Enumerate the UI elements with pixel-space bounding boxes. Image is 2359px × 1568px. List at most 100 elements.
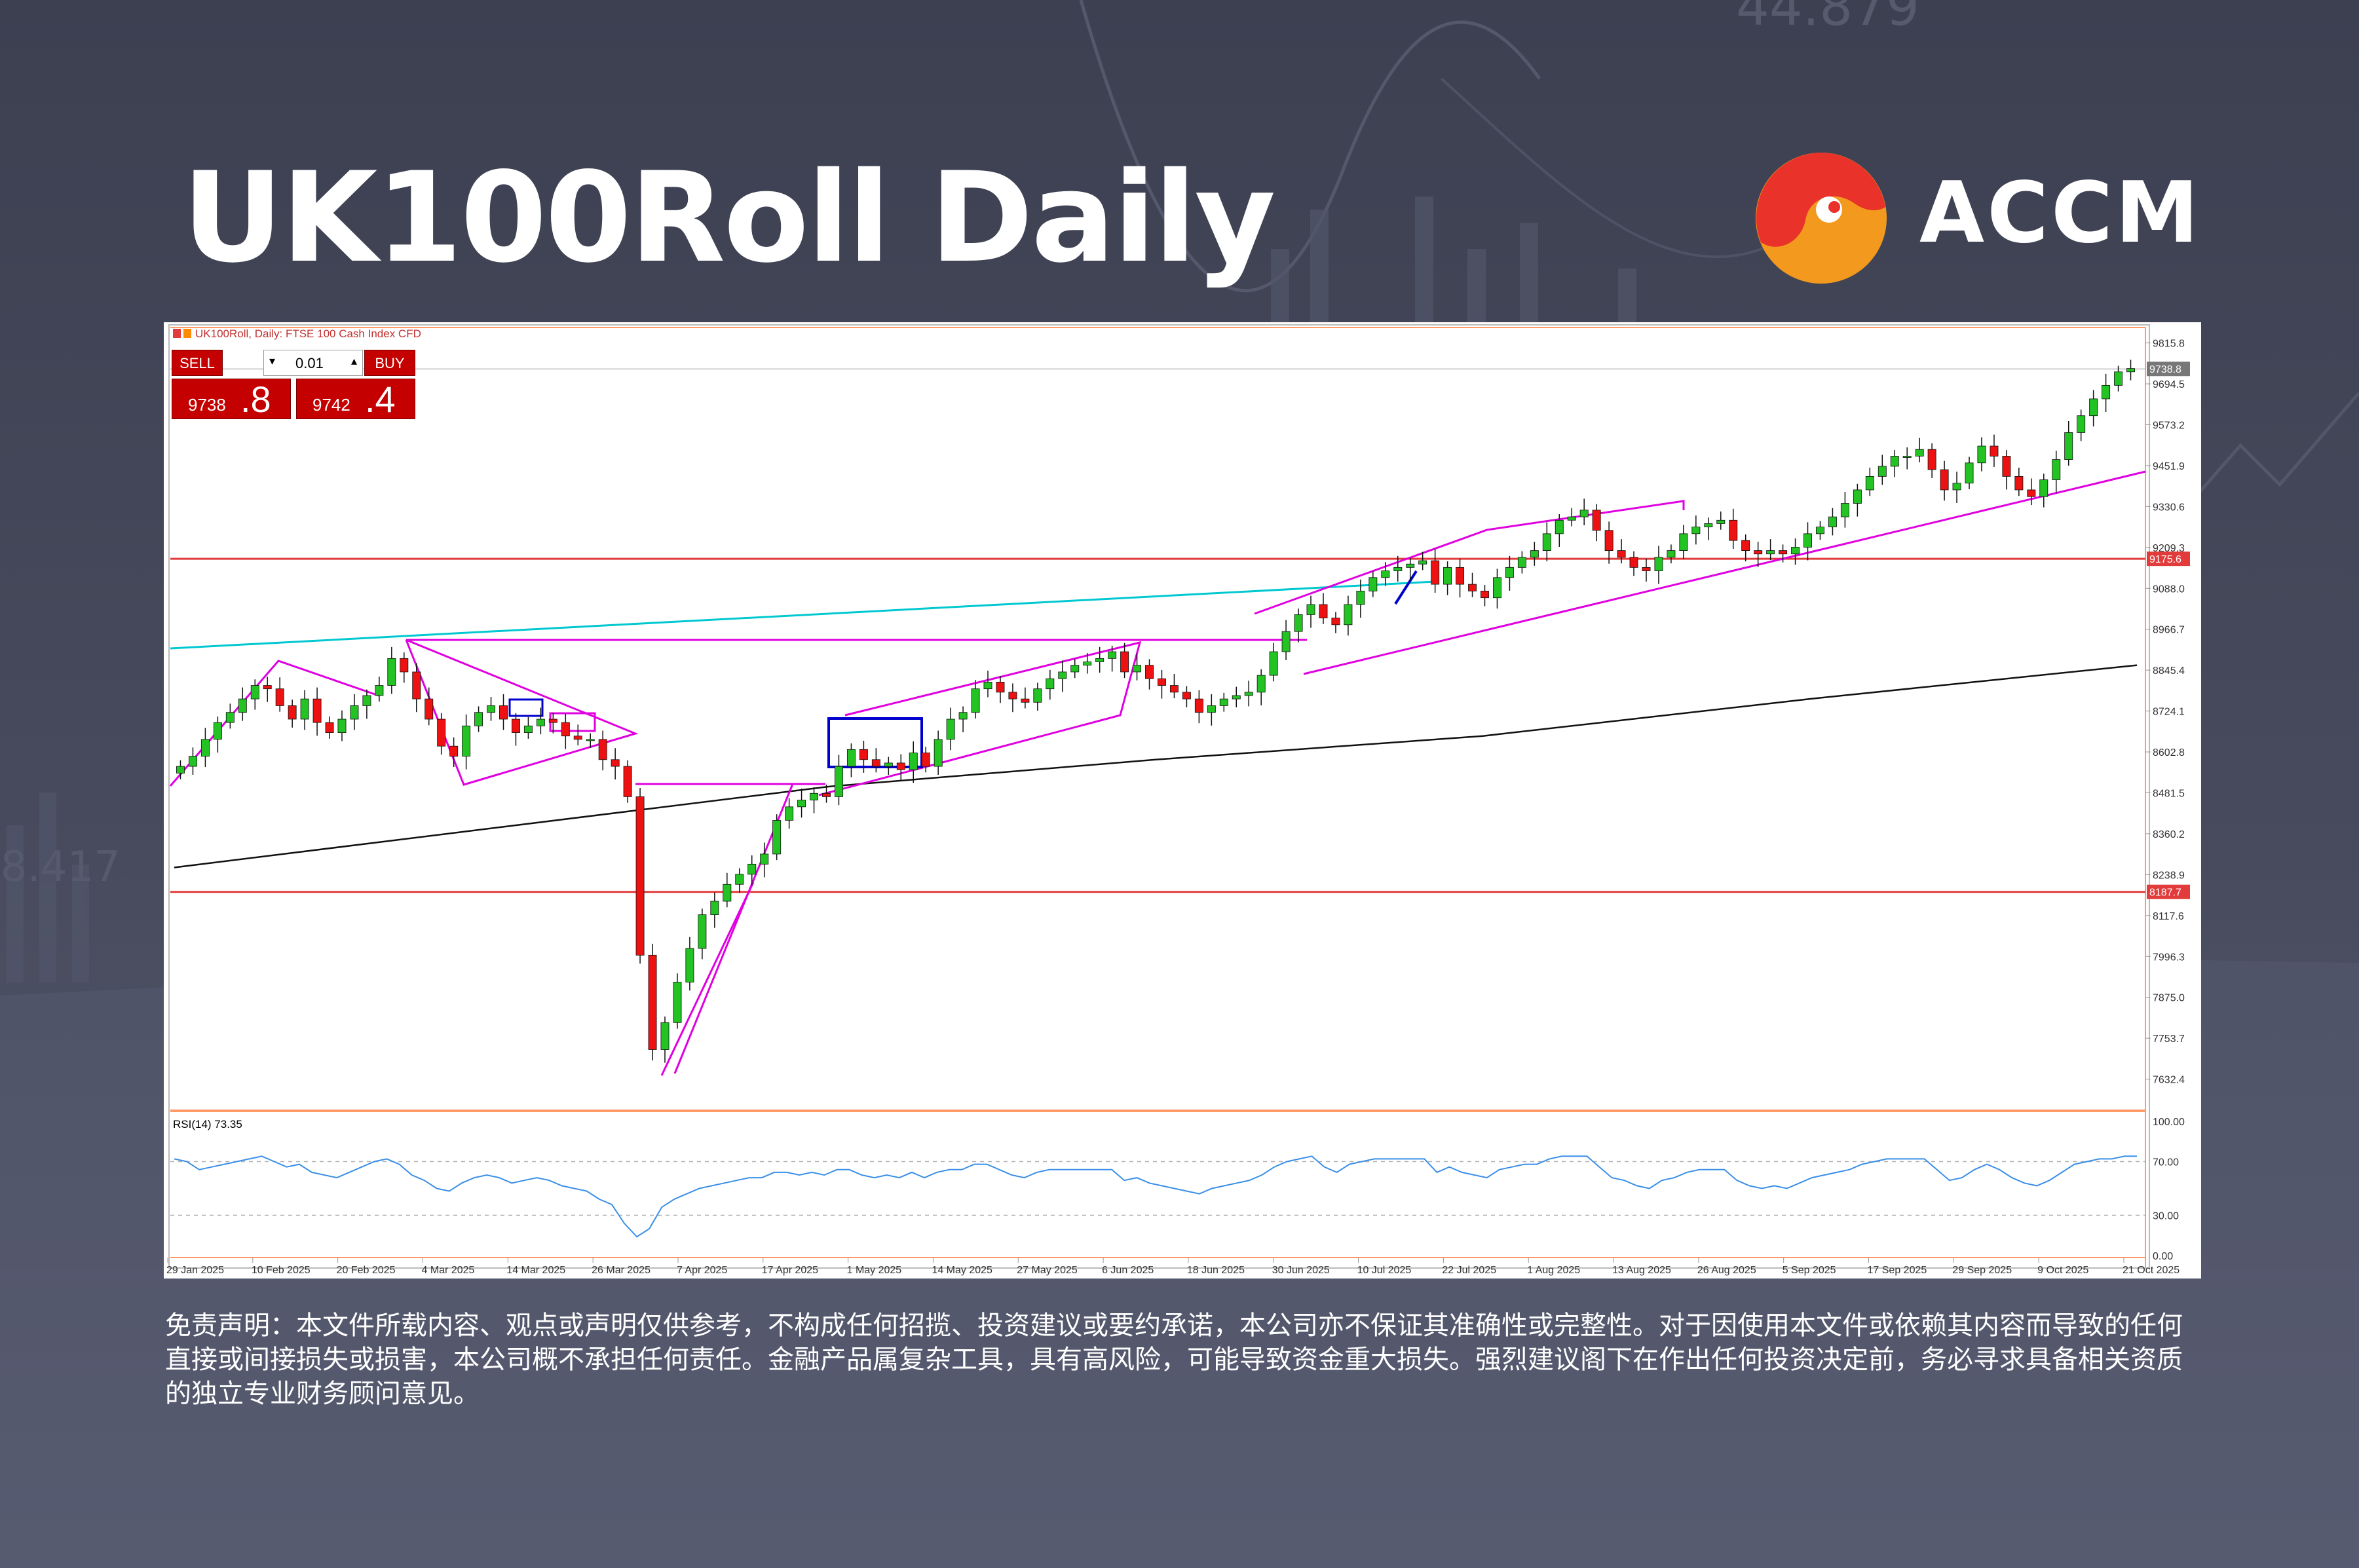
candle-body <box>835 766 843 797</box>
candle-body <box>1368 577 1378 591</box>
candle-body <box>884 762 893 767</box>
candle-body <box>1083 662 1092 666</box>
x-tick-label: 27 May 2025 <box>1017 1265 1078 1276</box>
candle-body <box>1902 456 1912 458</box>
candle-body <box>1492 577 1501 599</box>
x-tick-label: 5 Sep 2025 <box>1783 1265 1836 1276</box>
candle-body <box>2064 432 2073 460</box>
price-tick-label: 8845.4 <box>2153 665 2185 677</box>
candle-body <box>971 688 980 713</box>
magenta-channel-may <box>818 641 1142 796</box>
blue-box-may <box>827 717 923 768</box>
rsi-label: RSI(14) 73.35 <box>173 1118 242 1130</box>
candle-body <box>1182 692 1191 700</box>
candle-body <box>387 658 396 686</box>
sell-button[interactable]: SELL <box>172 350 223 376</box>
candle-body <box>1058 671 1067 679</box>
candle-body <box>536 719 545 726</box>
lot-up-arrow-icon[interactable]: ▴ <box>350 354 357 367</box>
candle-body <box>698 914 707 949</box>
x-tick-label: 20 Feb 2025 <box>337 1265 396 1276</box>
buy-button[interactable]: BUY <box>364 350 415 376</box>
candle-body <box>735 874 744 885</box>
candle-body <box>934 739 943 767</box>
candle-body <box>1629 557 1638 568</box>
candle-body <box>1443 567 1452 585</box>
candle-body <box>312 698 322 723</box>
candle-body <box>1194 698 1203 713</box>
price-tag <box>2147 884 2190 899</box>
candle-body <box>573 736 582 740</box>
candle-body <box>1741 540 1750 551</box>
candle-body <box>2014 476 2024 491</box>
candle-body <box>2039 479 2048 497</box>
candle-body <box>1070 665 1080 673</box>
candle-body <box>660 1022 670 1050</box>
candle-body <box>1803 533 1812 548</box>
candle-body <box>1716 519 1726 524</box>
accm-logo-icon <box>1756 153 1887 284</box>
candle-body <box>1604 530 1614 551</box>
buy-price[interactable]: 9742 .4 <box>296 379 415 420</box>
candle-body <box>474 712 483 726</box>
price-tag <box>2147 362 2190 377</box>
lot-down-arrow-icon[interactable]: ▾ <box>269 354 276 367</box>
candle-body <box>1977 445 1986 464</box>
x-tick-label: 13 Aug 2025 <box>1612 1265 1671 1276</box>
x-tick-label: 18 Jun 2025 <box>1187 1265 1245 1276</box>
candle-body <box>1878 466 1887 477</box>
candle-body <box>2102 384 2111 400</box>
sma-line <box>174 664 2138 868</box>
x-tick-label: 22 Jul 2025 <box>1442 1265 1496 1276</box>
candle-body <box>1095 658 1104 662</box>
candle-body <box>176 766 185 774</box>
candle-body <box>1133 665 1142 673</box>
sell-price[interactable]: 9738 .8 <box>172 379 291 420</box>
one-click-trading-panel: SELL ▾ 0.01 ▴ BUY 9738 .8 9742 .4 <box>172 350 415 420</box>
rsi-scale-label: 100.00 <box>2153 1117 2185 1128</box>
candle-body <box>1306 604 1315 615</box>
candle-body <box>1579 510 1589 517</box>
lot-size-field[interactable]: ▾ 0.01 ▴ <box>263 350 363 376</box>
bg-number-left: 28.417 <box>0 843 121 891</box>
candle-body <box>1033 688 1042 703</box>
x-tick-label: 30 Jun 2025 <box>1272 1265 1330 1276</box>
candle-body <box>561 722 570 737</box>
x-tick-label: 9 Oct 2025 <box>2037 1265 2088 1276</box>
candle-body <box>871 759 880 767</box>
price-tick-label: 9209.3 <box>2153 543 2185 554</box>
candle-body <box>1331 618 1340 625</box>
candle-body <box>1679 533 1688 551</box>
candle-body <box>1319 604 1328 618</box>
x-tick-label: 10 Jul 2025 <box>1357 1265 1412 1276</box>
candle-body <box>797 800 806 808</box>
x-tick-label: 7 Apr 2025 <box>677 1265 728 1276</box>
price-tag <box>2147 551 2190 567</box>
window-title: UK100Roll, Daily: FTSE 100 Cash Index CF… <box>195 327 421 340</box>
price-tick-label: 9088.0 <box>2153 584 2185 595</box>
candle-body <box>1915 449 1924 457</box>
x-tick-label: 10 Feb 2025 <box>252 1265 311 1276</box>
candle-body <box>896 762 905 770</box>
candle-body <box>598 739 607 760</box>
x-tick-label: 26 Mar 2025 <box>592 1265 651 1276</box>
candle-body <box>1120 651 1129 673</box>
candle-body <box>1691 527 1701 534</box>
candle-body <box>1592 510 1601 531</box>
rsi-line <box>174 1155 2137 1238</box>
window-title-bar: UK100Roll, Daily: FTSE 100 Cash Index CF… <box>173 327 421 340</box>
rsi-scale-label: 30.00 <box>2153 1211 2179 1222</box>
candle-body <box>238 698 247 713</box>
candle-body <box>586 739 595 741</box>
candle-body <box>1505 567 1514 578</box>
candle-body <box>2089 398 2098 417</box>
page-title: UK100Roll Daily <box>182 145 1275 290</box>
candle-body <box>723 884 732 902</box>
candle-body <box>1517 557 1526 568</box>
candle-body <box>648 954 657 1050</box>
candle-body <box>1008 692 1017 700</box>
candle-body <box>1158 678 1166 686</box>
candle-body <box>1046 678 1055 690</box>
candle-body <box>685 948 694 982</box>
price-tag-label: 9738.8 <box>2149 364 2181 375</box>
